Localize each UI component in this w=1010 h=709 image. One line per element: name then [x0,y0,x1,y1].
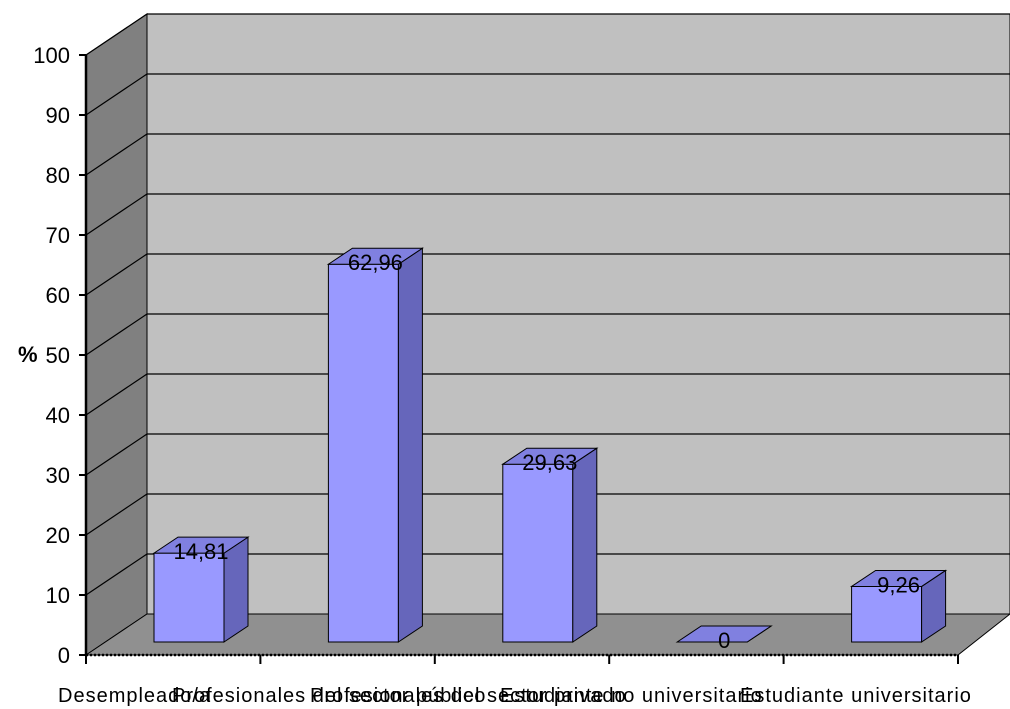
bar [152,536,250,643]
bar-side [572,447,598,643]
bar-top [675,625,773,643]
bar-top [326,247,425,265]
gridline-depth [85,553,148,596]
bar-side [397,247,423,643]
y-tick-label: 20 [46,523,70,548]
gridline-depth [85,493,148,536]
gridline-depth [85,253,148,296]
bar-front [327,263,399,643]
data-label: 62,96 [348,250,403,275]
gridline-depth [85,73,148,116]
y-tick-label: 80 [46,163,70,188]
y-tick-labels: 0 10 20 30 40 50 60 70 80 90 100 [33,43,86,668]
gridline-depth [85,313,148,356]
category-label: Desempleado/a [58,685,211,707]
bar-top [152,536,250,554]
bar [675,625,773,643]
gridline-depth [85,433,148,476]
category-label: Estudiante no universitario [500,685,763,707]
bar-top [501,447,599,465]
data-labels: 14,81 62,96 29,63 0 9,26 [173,250,920,653]
bar-front [851,585,923,643]
y-tick-label: 70 [46,223,70,248]
gridline-depth [85,13,148,56]
y-tick-label: 100 [33,43,70,68]
bar-top [849,569,948,587]
y-axis-label: % [18,342,38,367]
y-tick-label: 60 [46,283,70,308]
category-label: Profesionales del sector público [172,685,486,707]
data-label: 29,63 [522,450,577,475]
data-label: 14,81 [173,539,228,564]
bar-front [153,552,225,643]
data-label: 9,26 [877,572,920,597]
category-label: Estudiante universitario [740,685,972,707]
y-tick-label: 90 [46,103,70,128]
y-tick-label: 30 [46,463,70,488]
category-label: Profesionales del sector privado [310,685,627,707]
y-tick-label: 0 [58,643,70,668]
y-tick-label: 10 [46,583,70,608]
y-tick-label: 40 [46,403,70,428]
bar-front [502,463,574,643]
bars [152,247,948,643]
gridline-depth [85,193,148,236]
data-label: 0 [718,628,730,653]
y-tick-label: 50 [46,343,70,368]
bar [501,447,599,643]
bar [849,569,948,643]
gridline-depth [85,373,148,416]
gridline-depth [85,133,148,176]
bar [326,247,425,643]
